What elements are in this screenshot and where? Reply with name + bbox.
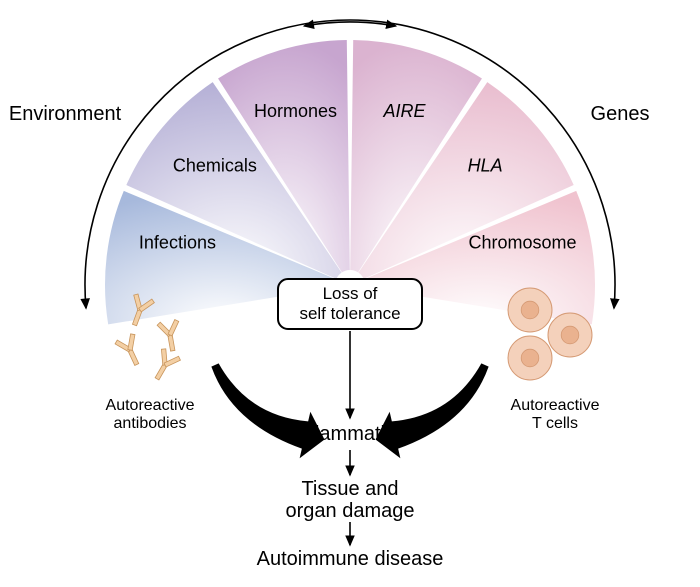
diagram-stage: Environment Genes Infections Chemicals Hor… (0, 0, 700, 587)
label-genes: Genes (591, 103, 650, 125)
wedge-label: Infections (139, 232, 216, 252)
diagram-svg: Environment Genes Infections Chemicals Hor… (0, 0, 700, 587)
flow-autoimmune: Autoimmune disease (257, 548, 444, 570)
tcells-label-2: T cells (532, 415, 578, 432)
antibodies-label-1: Autoreactive (106, 397, 195, 414)
wedge-label: AIRE (383, 101, 427, 121)
wedge-label: HLA (468, 156, 503, 176)
flow-inflammation: Inflammation (293, 423, 408, 445)
wedge-label: Hormones (254, 101, 337, 121)
flow-tissue-2: organ damage (286, 500, 415, 522)
tcells-label-1: Autoreactive (511, 397, 600, 414)
wedge-label: Chemicals (173, 156, 257, 176)
wedge-label: Chromosome (469, 232, 577, 252)
flow-tissue-1: Tissue and (301, 478, 398, 500)
antibodies-label-2: antibodies (114, 415, 187, 432)
box-line2: self tolerance (299, 304, 400, 323)
label-environment: Environment (9, 103, 122, 125)
box-line1: Loss of (323, 284, 378, 303)
